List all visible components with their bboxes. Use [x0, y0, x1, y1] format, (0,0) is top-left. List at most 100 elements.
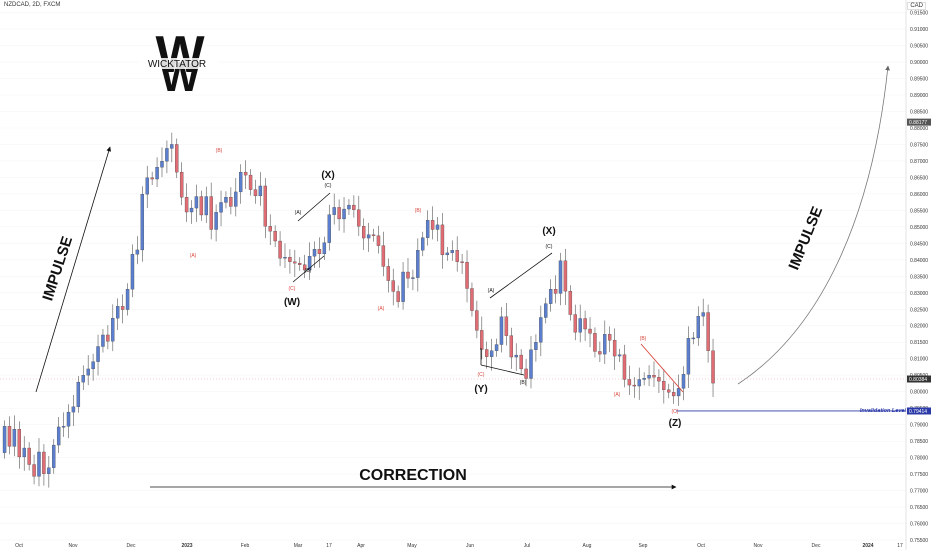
candle-body — [7, 426, 12, 447]
candle-body — [617, 354, 622, 357]
time-tick-label: 2023 — [181, 543, 192, 549]
candle-body — [357, 209, 361, 227]
price-tick-label: 0.91000 — [910, 27, 928, 33]
candle-body — [494, 344, 499, 351]
candle-body — [302, 264, 307, 271]
candle-body — [558, 260, 563, 294]
price-tick-label: 0.82500 — [910, 307, 928, 313]
time-tick-label: Oct — [697, 543, 705, 549]
candle-body — [263, 185, 268, 227]
price-marker-label: 0.80384 — [909, 377, 927, 383]
candle-body — [701, 312, 705, 317]
time-tick-label: 17 — [326, 543, 332, 549]
time-tick-label: May — [407, 543, 417, 549]
candle-body — [485, 349, 489, 357]
candle-body — [56, 426, 61, 446]
candle-body — [657, 377, 661, 382]
price-tick-label: 0.89000 — [910, 93, 928, 99]
candle-body — [430, 220, 435, 230]
time-tick-label: Aug — [583, 543, 592, 549]
candle-body — [332, 207, 336, 215]
candle-body — [637, 379, 641, 387]
candle-body — [278, 240, 282, 259]
logo-wordmark: WICKTATOR — [148, 59, 206, 70]
candle-body — [322, 242, 327, 255]
sub-wave-label: (A) — [614, 392, 621, 398]
candle-body — [234, 191, 238, 207]
candle-body — [194, 196, 199, 209]
candle-body — [544, 303, 548, 318]
candle-body — [327, 214, 331, 243]
candle-body — [248, 174, 253, 190]
candle-body — [12, 429, 17, 447]
currency-label[interactable]: CAD — [907, 2, 926, 10]
candle-body — [273, 230, 277, 242]
candle-body — [209, 196, 213, 230]
candle-body — [421, 237, 425, 251]
price-tick-label: 0.88500 — [910, 109, 928, 115]
sub-wave-label: (A) — [378, 306, 385, 312]
price-marker-box — [907, 407, 931, 415]
candle-body — [524, 368, 528, 379]
price-tick-label: 0.78000 — [910, 456, 928, 462]
candle-body — [553, 289, 558, 294]
invalidation-label: Invalidation Level — [860, 408, 907, 414]
price-marker-label: 0.79414 — [909, 409, 927, 415]
candle-body — [475, 310, 479, 331]
candle-body — [583, 318, 587, 330]
sub-wave-label: (B) — [415, 208, 422, 214]
candle-body — [32, 464, 36, 477]
candle-body — [170, 144, 174, 149]
candle-body — [514, 354, 518, 358]
candle-body — [632, 384, 637, 387]
candle-body — [135, 249, 140, 255]
candle-body — [337, 207, 341, 220]
symbol-info: NZDCAD, 2D, FXCM — [4, 2, 61, 8]
candle-body — [165, 148, 169, 162]
candle-body — [47, 467, 51, 474]
price-tick-label: 0.84500 — [910, 241, 928, 247]
candle-body — [199, 196, 204, 216]
wave-lines — [35, 65, 906, 490]
candle-body — [61, 426, 66, 428]
candle-body — [81, 375, 85, 383]
impulse-right-label: IMPULSE — [785, 204, 826, 272]
sub-wave-label: (C) — [672, 409, 679, 415]
sub-wave-label: (B) — [216, 148, 223, 154]
correction-label: CORRECTION — [359, 467, 467, 484]
candle-body — [652, 375, 656, 378]
price-tick-label: 0.80000 — [910, 390, 928, 396]
price-tick-label: 0.89500 — [910, 77, 928, 83]
candle-body — [76, 381, 81, 407]
candle-body — [539, 317, 543, 343]
candle-body — [416, 250, 420, 278]
candle-body — [573, 314, 577, 333]
price-tick-label: 0.87000 — [910, 159, 928, 165]
price-tick-label: 0.81000 — [910, 357, 928, 363]
candle-body — [548, 289, 553, 304]
price-tick-label: 0.91500 — [910, 11, 928, 17]
candle-body — [352, 204, 356, 210]
candle-body — [563, 260, 568, 292]
candle-body — [219, 202, 223, 213]
candle-body — [391, 280, 395, 292]
time-tick-label: Mar — [294, 543, 303, 549]
candle-body — [229, 197, 233, 207]
candle-body — [2, 426, 7, 453]
wave-x1-upper-line — [297, 192, 331, 222]
candles — [2, 132, 715, 488]
wave-label: (X) — [321, 170, 334, 181]
candle-body — [681, 374, 686, 389]
time-axis: Oct Nov Dec 2023 Feb Mar 17 Apr May Jun Jul Aug Sep O… — [15, 543, 903, 549]
price-tick-label: 0.75500 — [910, 538, 928, 544]
wave-x2-upper-line — [489, 252, 553, 299]
wave-label: (A) — [488, 288, 495, 294]
candle-body — [258, 185, 263, 197]
candle-body — [401, 271, 405, 302]
candle-body — [214, 212, 218, 230]
impulse-left-arrow — [35, 146, 112, 393]
candle-body — [603, 334, 607, 355]
candle-body — [509, 335, 514, 358]
candle-body — [347, 204, 351, 210]
time-tick-label: Sep — [639, 543, 648, 549]
